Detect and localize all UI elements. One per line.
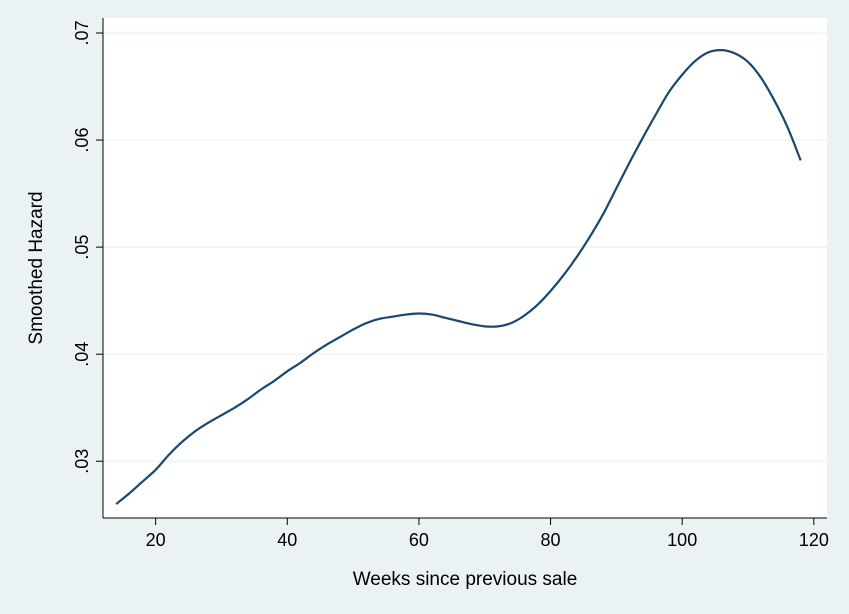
y-tick-label: .06 [72,128,92,153]
x-tick-label: 80 [541,530,561,550]
x-tick-label: 60 [409,530,429,550]
x-tick-label: 100 [667,530,697,550]
plot-area [103,18,827,518]
x-tick-label: 40 [277,530,297,550]
hazard-line [115,48,802,505]
series-lines [115,48,802,505]
grid-lines [103,32,827,462]
x-tick-label: 120 [799,530,829,550]
y-tick-label: .05 [72,235,92,260]
x-axis-title: Weeks since previous sale [353,569,578,590]
axes: .03 .04 .05 .06 .07 20 40 60 80 100 120 [72,18,829,550]
y-tick-label: .04 [72,342,92,367]
y-tick-label: .03 [72,449,92,474]
y-axis-title: Smoothed Hazard [26,191,47,344]
x-tick-label: 20 [146,530,166,550]
y-tick-label: .07 [72,20,92,45]
